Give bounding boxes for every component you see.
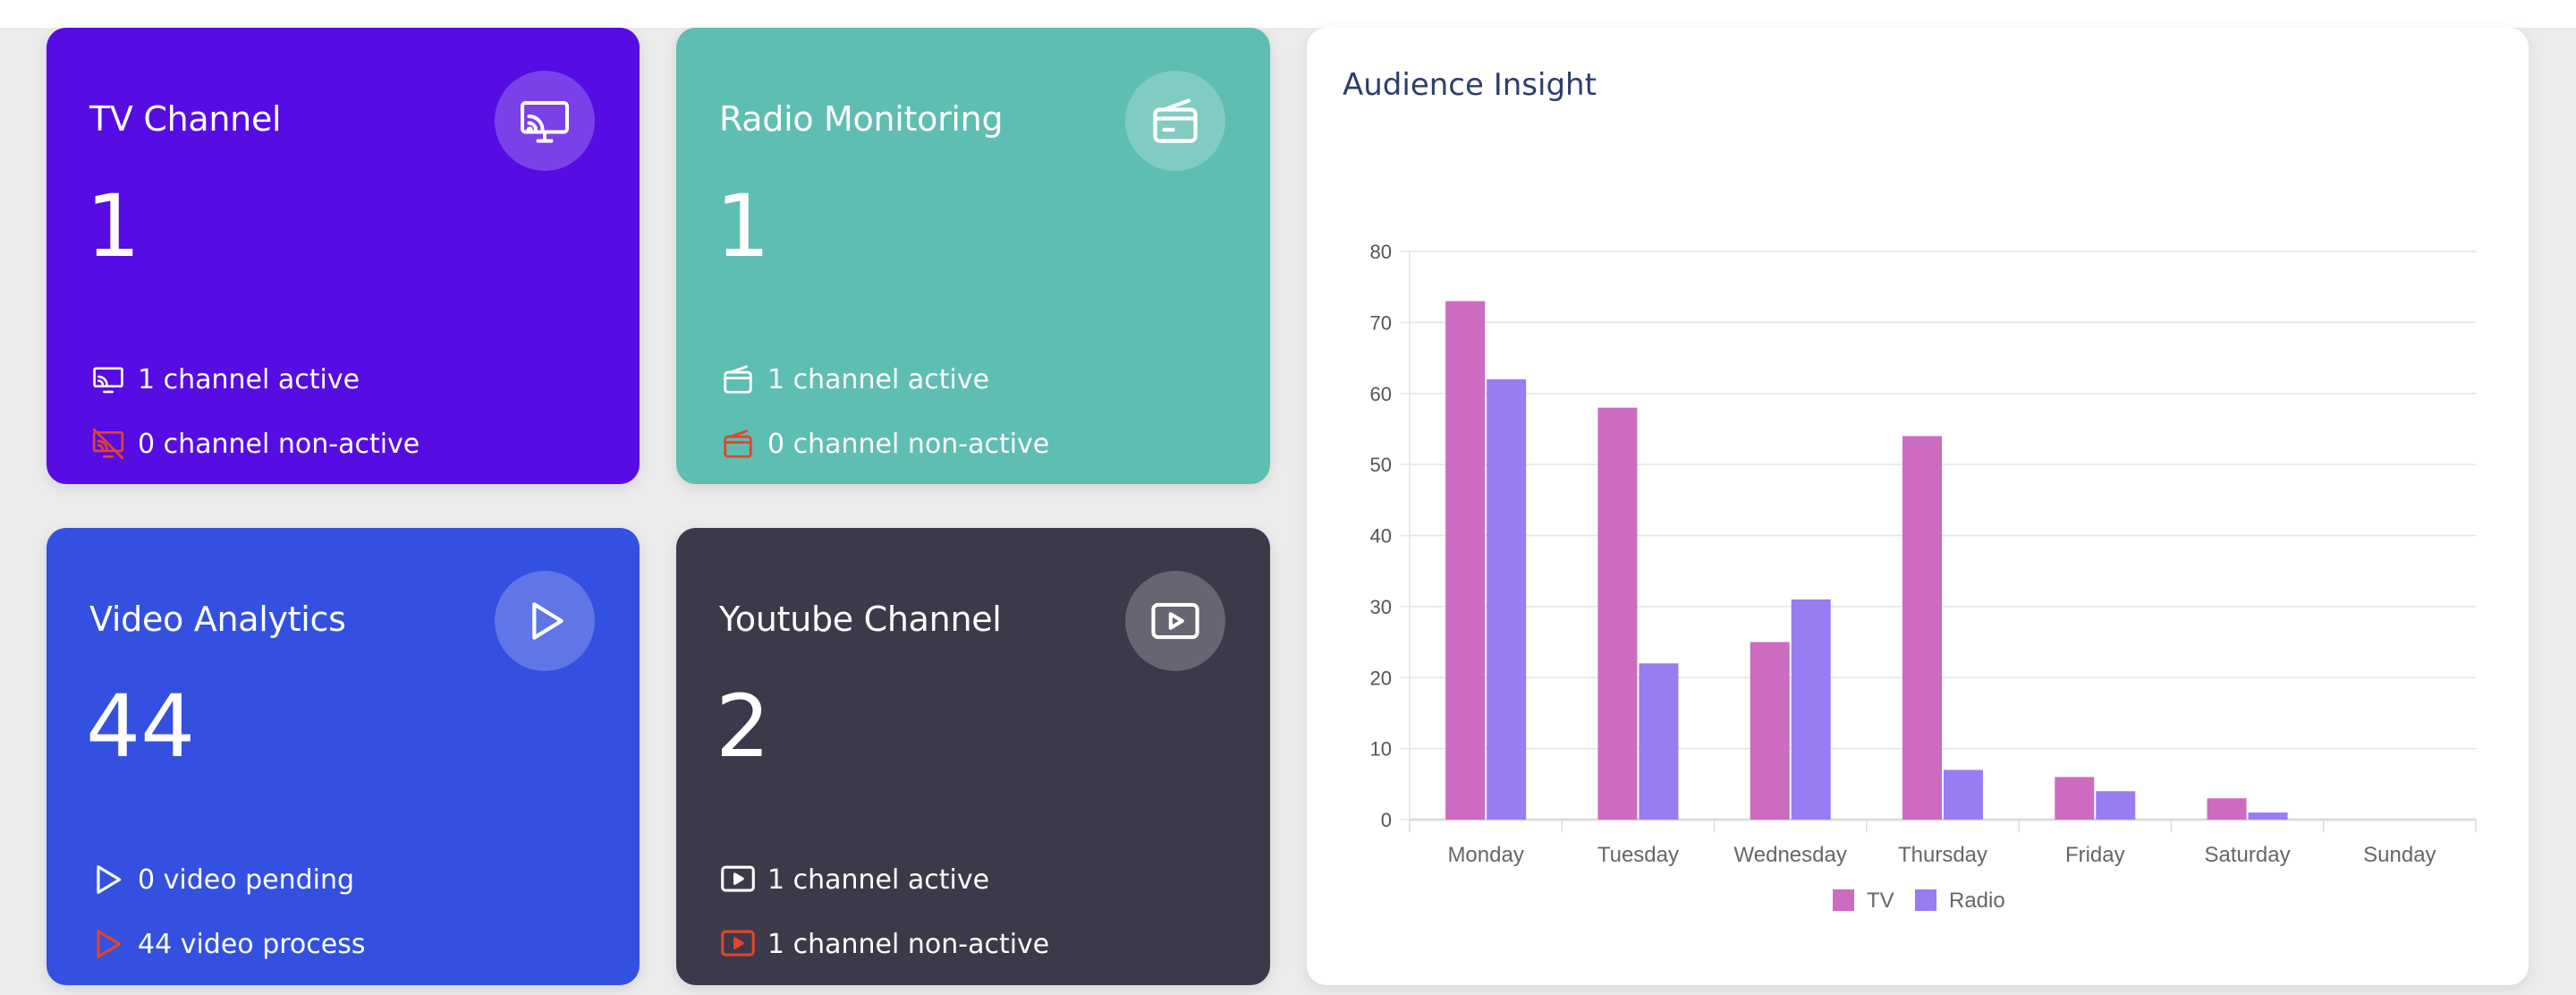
active-label: 1 channel active xyxy=(138,363,360,395)
y-tick-label: 50 xyxy=(1370,454,1392,476)
bar-tv-wednesday xyxy=(1750,642,1790,820)
bar-radio-friday xyxy=(2096,791,2136,820)
bar-tv-tuesday xyxy=(1597,407,1638,820)
active-label: 1 channel active xyxy=(767,863,990,896)
bar-tv-saturday xyxy=(2207,798,2247,820)
youtube-channel-card[interactable]: Youtube Channel 2 1 channel active 1 cha… xyxy=(676,528,1270,985)
card-title: Radio Monitoring xyxy=(719,99,1004,139)
tv-channel-card[interactable]: TV Channel 1 1 channel active xyxy=(47,28,640,484)
x-tick-label: Tuesday xyxy=(1597,843,1679,867)
legend-label-radio: Radio xyxy=(1949,889,2005,913)
chart-title: Audience Insight xyxy=(1343,67,1597,103)
bar-tv-friday xyxy=(2055,777,2095,820)
bar-radio-monday xyxy=(1487,378,1527,820)
radio-icon xyxy=(719,361,757,398)
y-tick-label: 30 xyxy=(1370,596,1392,618)
cast-off-icon xyxy=(89,425,127,463)
bar-radio-wednesday xyxy=(1791,599,1831,820)
pending-status: 0 video pending xyxy=(89,861,354,898)
play-icon xyxy=(89,925,127,963)
inactive-label: 0 channel non-active xyxy=(767,428,1050,460)
y-tick-label: 0 xyxy=(1381,809,1392,831)
active-status: 1 channel active xyxy=(719,361,989,398)
process-status: 44 video process xyxy=(89,925,365,963)
active-label: 1 channel active xyxy=(767,363,990,395)
x-tick-label: Sunday xyxy=(2363,843,2436,867)
bar-tv-thursday xyxy=(1902,436,1942,820)
cast-icon xyxy=(495,71,595,171)
card-title: TV Channel xyxy=(89,99,282,139)
card-count: 2 xyxy=(716,676,771,777)
audience-bar-chart: 0 10 20 30 40 50 60 70 80 Monday Tuesday Wednesday T… xyxy=(1370,241,2477,913)
youtube-icon xyxy=(1125,571,1225,671)
top-bar xyxy=(0,0,2576,28)
card-count: 1 xyxy=(716,176,771,276)
x-tick-label: Monday xyxy=(1447,843,1523,867)
y-tick-label: 70 xyxy=(1370,311,1392,334)
youtube-icon xyxy=(719,925,757,963)
bar-radio-thursday xyxy=(1944,770,1983,820)
process-label: 44 video process xyxy=(138,928,366,960)
inactive-label: 1 channel non-active xyxy=(767,928,1050,960)
play-icon xyxy=(89,861,127,898)
play-icon xyxy=(495,571,595,671)
y-tick-label: 10 xyxy=(1370,738,1392,761)
inactive-status: 0 channel non-active xyxy=(719,425,1049,463)
active-status: 1 channel active xyxy=(89,361,360,398)
pending-label: 0 video pending xyxy=(138,863,355,896)
y-tick-label: 40 xyxy=(1370,525,1392,548)
bar-radio-tuesday xyxy=(1639,663,1679,820)
x-tick-label: Thursday xyxy=(1898,843,1987,867)
legend-label-tv: TV xyxy=(1867,889,1894,913)
active-status: 1 channel active xyxy=(719,861,989,898)
cast-icon xyxy=(89,361,127,398)
bar-tv-monday xyxy=(1445,301,1486,820)
radio-icon xyxy=(1125,71,1225,171)
radio-monitoring-card[interactable]: Radio Monitoring 1 1 channel active xyxy=(676,28,1270,484)
y-tick-label: 20 xyxy=(1370,667,1392,689)
y-tick-label: 80 xyxy=(1370,241,1392,263)
youtube-icon xyxy=(719,861,757,898)
legend-swatch-radio xyxy=(1915,889,1936,911)
inactive-label: 0 channel non-active xyxy=(138,428,420,460)
legend-swatch-tv xyxy=(1833,889,1854,911)
card-count: 1 xyxy=(86,176,141,276)
audience-insight-panel: Audience Insight 0 10 20 30 40 50 60 70 80 Monday… xyxy=(1307,28,2529,985)
card-title: Youtube Channel xyxy=(719,600,1002,639)
x-tick-label: Wednesday xyxy=(1734,843,1847,867)
card-count: 44 xyxy=(86,676,196,777)
video-analytics-card[interactable]: Video Analytics 44 0 video pending 44 vi… xyxy=(47,528,640,985)
inactive-status: 0 channel non-active xyxy=(89,425,419,463)
x-tick-label: Friday xyxy=(2065,843,2125,867)
x-tick-label: Saturday xyxy=(2205,843,2291,867)
card-title: Video Analytics xyxy=(89,600,346,639)
bar-radio-saturday xyxy=(2248,812,2288,820)
inactive-status: 1 channel non-active xyxy=(719,925,1049,963)
radio-off-icon xyxy=(719,425,757,463)
y-tick-label: 60 xyxy=(1370,383,1392,405)
